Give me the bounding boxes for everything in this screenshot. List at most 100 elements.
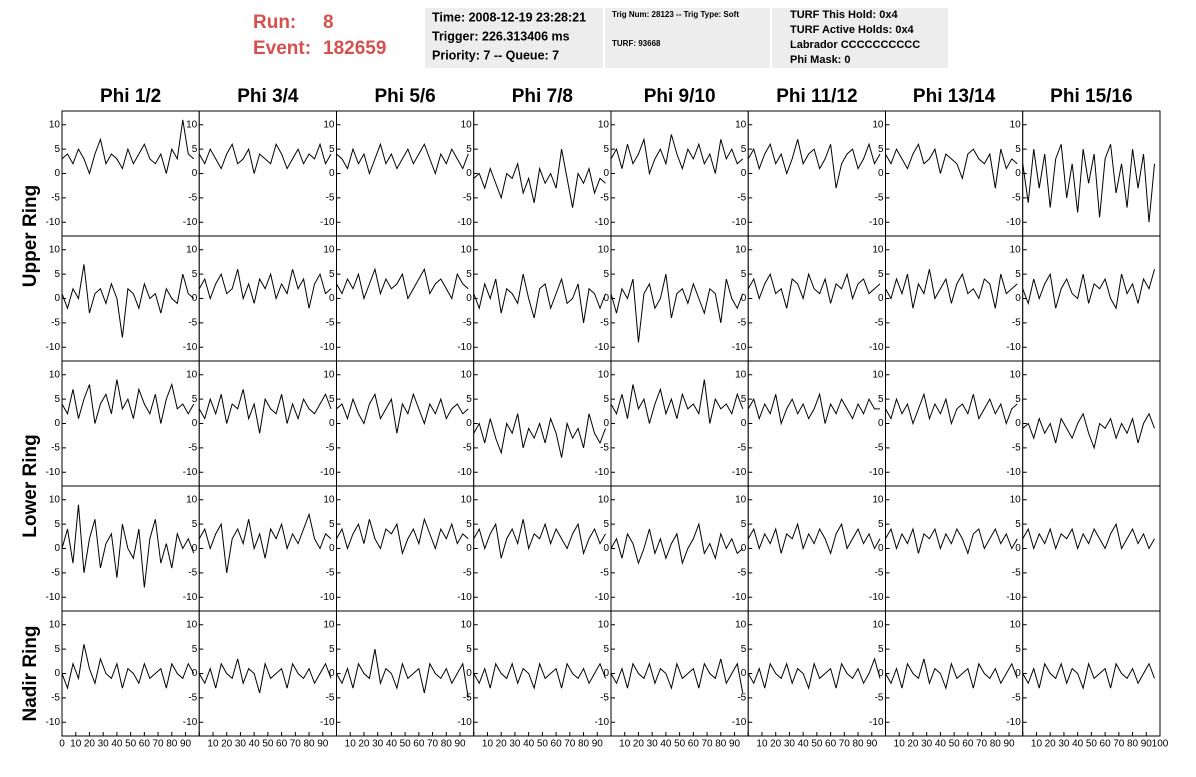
x-tick-label: 50 bbox=[537, 739, 549, 750]
waveform bbox=[747, 392, 881, 426]
x-tick-label: 40 bbox=[935, 739, 947, 750]
x-tick-label: 0 bbox=[59, 739, 65, 750]
y-tick-label: -5 bbox=[1012, 318, 1021, 329]
x-tick-label: 10 bbox=[619, 739, 631, 750]
y-tick-label: 10 bbox=[323, 369, 335, 380]
x-tick-label: 30 bbox=[235, 739, 247, 750]
y-tick-label: -10 bbox=[320, 592, 335, 603]
y-tick-label: -10 bbox=[457, 717, 472, 728]
x-tick-label: 70 bbox=[290, 739, 302, 750]
y-tick-label: -10 bbox=[595, 592, 610, 603]
x-tick-label: 10 bbox=[894, 739, 906, 750]
y-tick-label: -5 bbox=[463, 193, 472, 204]
info-box bbox=[425, 8, 603, 68]
x-tick-label: 10 bbox=[70, 739, 82, 750]
y-tick-label: -10 bbox=[732, 217, 747, 228]
y-tick-label: 5 bbox=[329, 144, 335, 155]
waveform bbox=[885, 658, 1018, 690]
y-tick-label: 5 bbox=[741, 644, 747, 655]
row-group-label: Lower Ring bbox=[20, 434, 41, 537]
y-tick-label: -5 bbox=[51, 318, 60, 329]
panel-frame bbox=[747, 360, 886, 487]
y-tick-label: 0 bbox=[329, 543, 335, 554]
y-tick-label: 5 bbox=[54, 644, 60, 655]
panel-frame bbox=[747, 110, 886, 237]
waveform bbox=[610, 134, 744, 176]
y-tick-label: -10 bbox=[595, 217, 610, 228]
y-tick-label: -10 bbox=[183, 342, 198, 353]
y-tick-label: -5 bbox=[188, 193, 197, 204]
y-tick-label: -5 bbox=[463, 443, 472, 454]
y-tick-label: 10 bbox=[872, 619, 884, 630]
y-tick-label: -5 bbox=[463, 318, 472, 329]
y-tick-label: 0 bbox=[192, 418, 198, 429]
column-title: Phi 11/12 bbox=[776, 86, 857, 107]
y-tick-label: 0 bbox=[1015, 543, 1021, 554]
y-tick-label: 5 bbox=[603, 644, 609, 655]
waveform bbox=[336, 649, 469, 698]
column-title: Phi 7/8 bbox=[512, 86, 573, 107]
y-tick-label: -10 bbox=[183, 592, 198, 603]
y-tick-label: -5 bbox=[600, 193, 609, 204]
y-tick-label: 5 bbox=[192, 519, 198, 530]
y-tick-label: 10 bbox=[49, 119, 61, 130]
y-tick-label: 0 bbox=[741, 293, 747, 304]
y-tick-label: 5 bbox=[603, 144, 609, 155]
y-tick-label: -10 bbox=[183, 467, 198, 478]
y-tick-label: 5 bbox=[1015, 519, 1021, 530]
panel-frame bbox=[885, 235, 1024, 362]
y-tick-label: -10 bbox=[732, 717, 747, 728]
y-tick-label: -10 bbox=[46, 717, 61, 728]
x-tick-label: 90 bbox=[1141, 739, 1153, 750]
x-tick-label: 30 bbox=[1058, 739, 1070, 750]
y-tick-label: -5 bbox=[326, 443, 335, 454]
y-tick-label: 0 bbox=[878, 168, 884, 179]
y-tick-label: 0 bbox=[192, 168, 198, 179]
x-tick-label: 70 bbox=[702, 739, 714, 750]
y-tick-label: -10 bbox=[869, 467, 884, 478]
y-tick-label: 0 bbox=[603, 543, 609, 554]
waveform bbox=[61, 644, 195, 690]
y-tick-label: -10 bbox=[320, 467, 335, 478]
waveform bbox=[61, 504, 195, 588]
x-tick-label: 60 bbox=[825, 739, 837, 750]
waveform bbox=[1022, 269, 1155, 310]
column-title: Phi 5/6 bbox=[375, 86, 436, 107]
y-tick-label: -10 bbox=[46, 342, 61, 353]
x-tick-label: 50 bbox=[400, 739, 412, 750]
y-tick-label: 5 bbox=[741, 144, 747, 155]
y-tick-label: -10 bbox=[183, 717, 198, 728]
y-tick-label: 5 bbox=[192, 394, 198, 405]
x-tick-label: 100 bbox=[1152, 739, 1169, 750]
y-tick-label: 0 bbox=[603, 168, 609, 179]
y-tick-label: 10 bbox=[1010, 369, 1022, 380]
x-tick-label: 60 bbox=[276, 739, 288, 750]
info-line: TURF Active Holds: 0x4 bbox=[790, 24, 915, 36]
y-tick-label: 5 bbox=[54, 144, 60, 155]
y-tick-label: 0 bbox=[192, 668, 198, 679]
panel-frame bbox=[336, 360, 475, 487]
y-tick-label: -5 bbox=[51, 193, 60, 204]
y-tick-label: 10 bbox=[461, 369, 473, 380]
y-tick-label: -10 bbox=[869, 717, 884, 728]
waveform bbox=[61, 119, 195, 176]
y-tick-label: 10 bbox=[461, 494, 473, 505]
y-tick-label: 5 bbox=[329, 269, 335, 280]
y-tick-label: -5 bbox=[737, 193, 746, 204]
info-line: Time: 2008-12-19 23:28:21 bbox=[432, 10, 586, 24]
y-tick-label: 10 bbox=[461, 119, 473, 130]
y-tick-label: -10 bbox=[595, 467, 610, 478]
y-tick-label: 0 bbox=[878, 668, 884, 679]
y-tick-label: 0 bbox=[878, 418, 884, 429]
waveform bbox=[336, 392, 469, 434]
y-tick-label: 10 bbox=[49, 619, 61, 630]
x-tick-label: 80 bbox=[441, 739, 453, 750]
y-tick-label: 10 bbox=[1010, 619, 1022, 630]
y-tick-label: -10 bbox=[320, 717, 335, 728]
y-tick-label: 0 bbox=[466, 293, 472, 304]
y-tick-label: -10 bbox=[595, 717, 610, 728]
waveform bbox=[473, 662, 606, 690]
y-tick-label: 10 bbox=[186, 244, 198, 255]
y-tick-label: 10 bbox=[735, 494, 747, 505]
waveform bbox=[885, 142, 1018, 189]
